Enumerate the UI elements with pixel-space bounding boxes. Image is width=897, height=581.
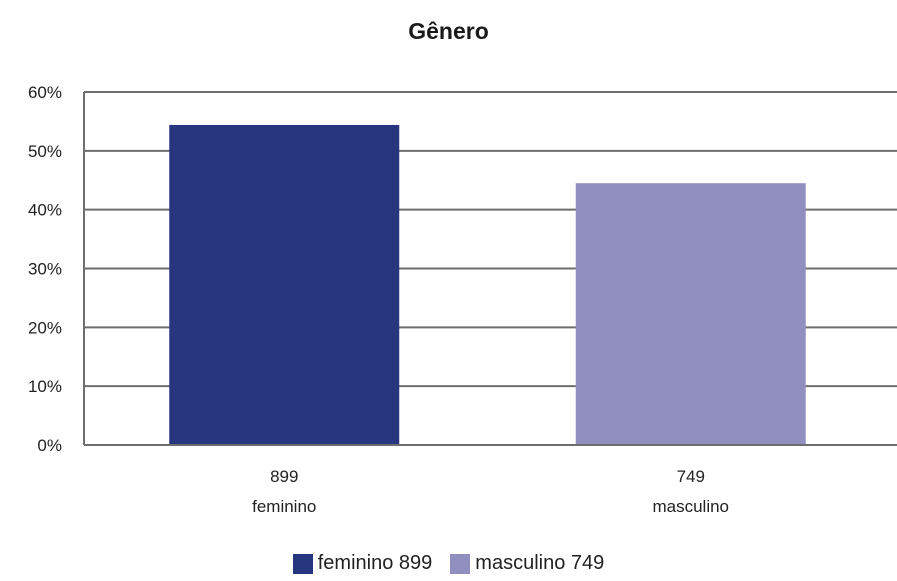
y-tick-label: 0% [37, 436, 62, 455]
y-tick-label: 10% [28, 377, 62, 396]
legend-label-masculino: masculino 749 [475, 552, 604, 575]
y-tick-label: 50% [28, 142, 62, 161]
legend-item-feminino: feminino 899 [293, 552, 433, 575]
legend-label-feminino: feminino 899 [318, 552, 433, 575]
x-category-label-masculino: masculino [652, 497, 729, 516]
x-axis-labels: 899 feminino 749 masculino [252, 467, 729, 516]
bar-masculino [576, 183, 806, 445]
x-count-label-feminino: 899 [270, 467, 298, 486]
legend: feminino 899 masculino 749 [0, 552, 897, 575]
legend-item-masculino: masculino 749 [450, 552, 604, 575]
y-axis-ticks: 0% 10% 20% 30% 40% 50% 60% [28, 83, 62, 455]
bar-feminino [169, 125, 399, 445]
y-tick-label: 20% [28, 318, 62, 337]
legend-swatch-masculino [450, 554, 470, 574]
x-category-label-feminino: feminino [252, 497, 316, 516]
bars [169, 125, 806, 445]
x-count-label-masculino: 749 [677, 467, 705, 486]
y-tick-label: 40% [28, 201, 62, 220]
legend-swatch-feminino [293, 554, 313, 574]
y-tick-label: 30% [28, 260, 62, 279]
y-tick-label: 60% [28, 83, 62, 102]
